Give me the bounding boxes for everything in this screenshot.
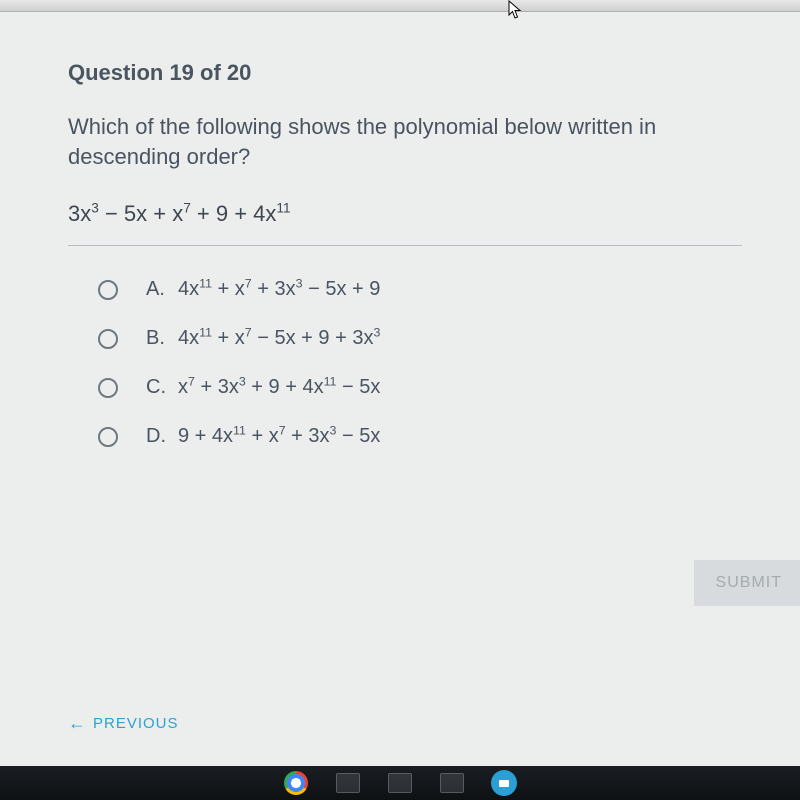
- app-icon[interactable]: [387, 770, 413, 796]
- radio-icon[interactable]: [98, 280, 118, 300]
- choice-a[interactable]: A. 4x11 + x7 + 3x3 − 5x + 9: [98, 278, 742, 301]
- question-number: Question 19 of 20: [68, 60, 742, 86]
- choice-d[interactable]: D. 9 + 4x11 + x7 + 3x3 − 5x: [98, 425, 742, 448]
- chrome-icon[interactable]: [283, 770, 309, 796]
- app-icon[interactable]: [439, 770, 465, 796]
- choice-expression: x7 + 3x3 + 9 + 4x11 − 5x: [178, 376, 380, 399]
- divider: [68, 245, 742, 246]
- radio-icon[interactable]: [98, 427, 118, 447]
- app-icon[interactable]: [335, 770, 361, 796]
- quiz-page: Question 19 of 20 Which of the following…: [0, 12, 800, 800]
- choice-letter: D.: [146, 425, 168, 448]
- choices-list: A. 4x11 + x7 + 3x3 − 5x + 9 B. 4x11 + x7…: [68, 278, 742, 448]
- browser-chrome-strip: [0, 0, 800, 12]
- question-expression: 3x3 − 5x + x7 + 9 + 4x11: [68, 201, 742, 227]
- choice-expression: 4x11 + x7 − 5x + 9 + 3x3: [178, 327, 380, 350]
- submit-button[interactable]: SUBMIT: [694, 560, 800, 606]
- choice-letter: A.: [146, 278, 168, 301]
- taskbar: [0, 766, 800, 800]
- mouse-cursor-icon: [508, 0, 524, 20]
- choice-letter: B.: [146, 327, 168, 350]
- choice-b[interactable]: B. 4x11 + x7 − 5x + 9 + 3x3: [98, 327, 742, 350]
- radio-icon[interactable]: [98, 378, 118, 398]
- choice-letter: C.: [146, 376, 168, 399]
- choice-c[interactable]: C. x7 + 3x3 + 9 + 4x11 − 5x: [98, 376, 742, 399]
- radio-icon[interactable]: [98, 329, 118, 349]
- choice-expression: 4x11 + x7 + 3x3 − 5x + 9: [178, 278, 380, 301]
- choice-expression: 9 + 4x11 + x7 + 3x3 − 5x: [178, 425, 380, 448]
- video-app-icon[interactable]: [491, 770, 517, 796]
- question-text: Which of the following shows the polynom…: [68, 112, 742, 171]
- arrow-left-icon: ←: [68, 713, 87, 734]
- previous-label: PREVIOUS: [93, 715, 179, 732]
- previous-button[interactable]: ← PREVIOUS: [68, 713, 179, 734]
